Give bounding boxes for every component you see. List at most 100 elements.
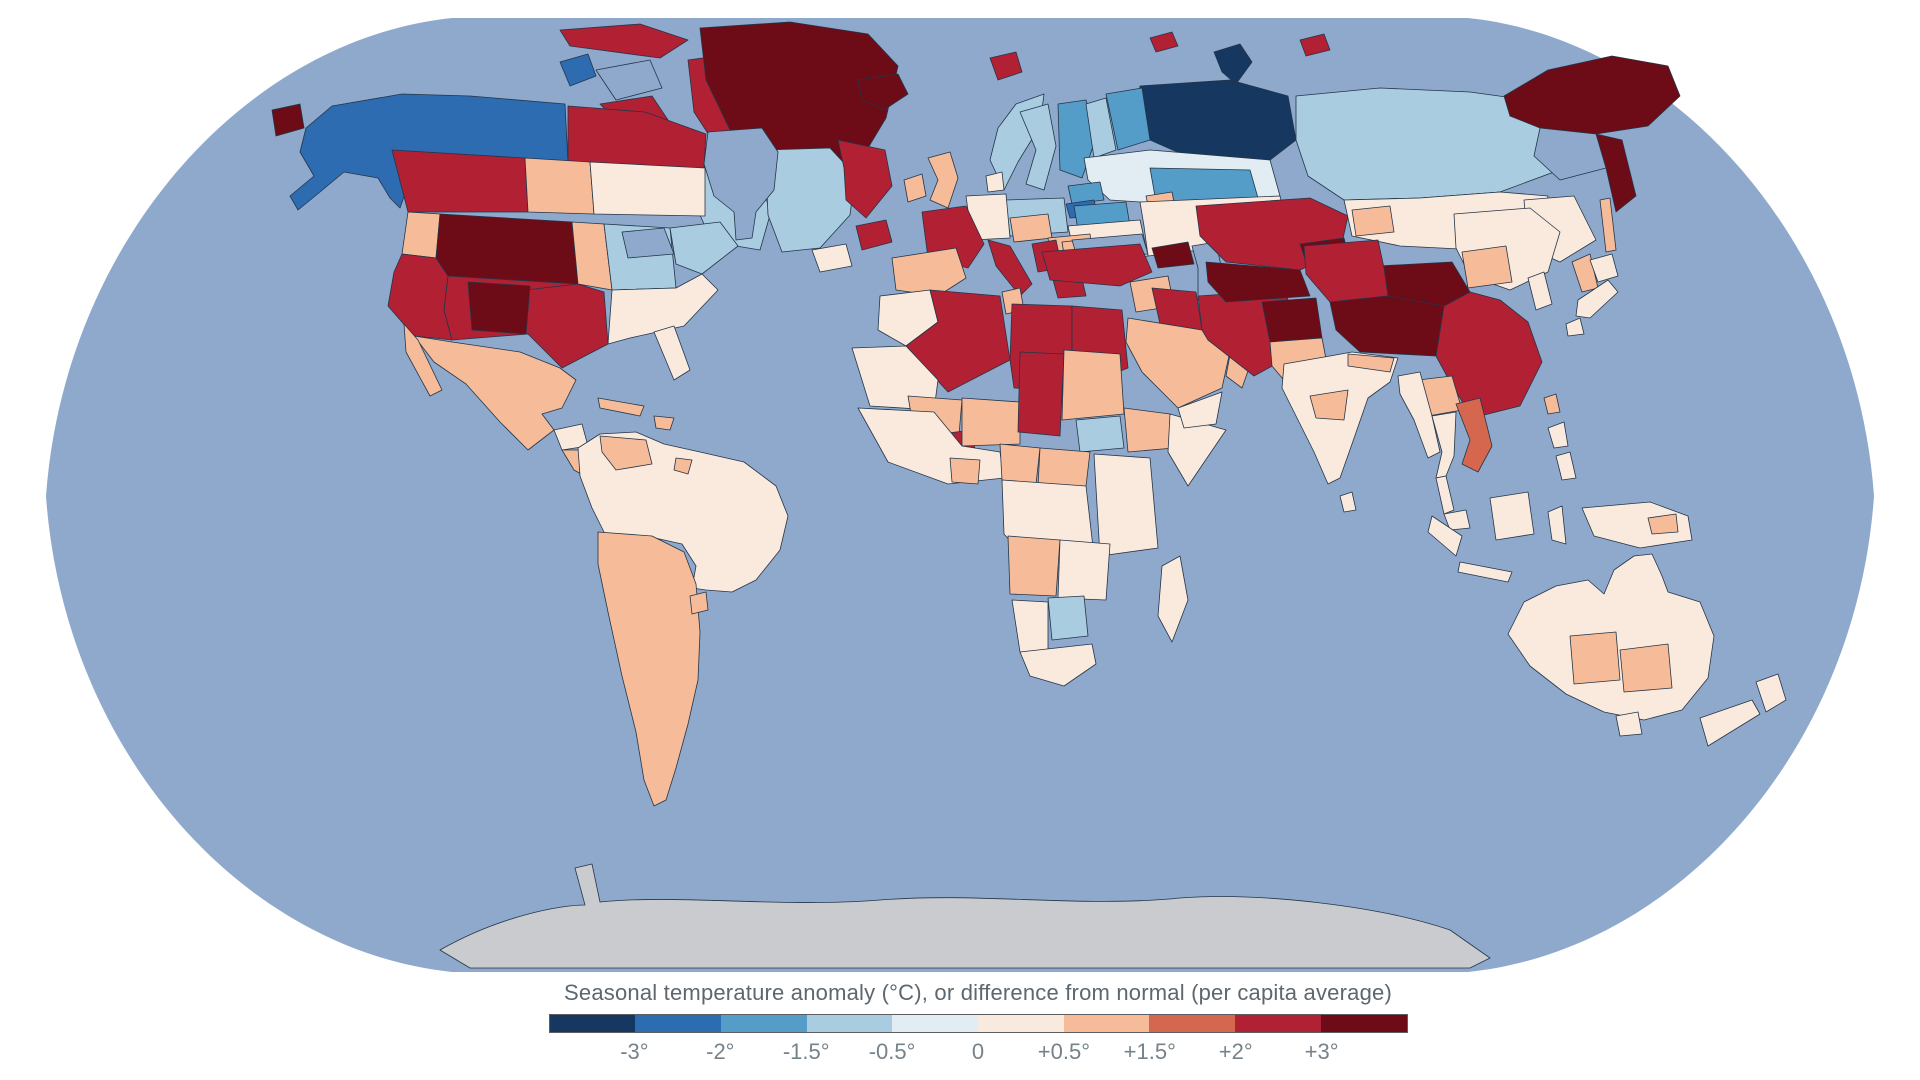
region-victoria-island [595, 59, 663, 101]
region-iberia [891, 247, 967, 297]
region-south-australia [1569, 631, 1621, 685]
region-shape [1599, 197, 1617, 253]
region-four-corners [467, 281, 531, 335]
region-karelia [1085, 97, 1117, 159]
region-angola [1007, 535, 1061, 597]
region-chukotka [1503, 55, 1681, 135]
legend-ticks: -3° -2° -1.5° -0.5° 0 +0.5° +1.5° +2° +3° [549, 1033, 1408, 1064]
region-cameroon-car [1037, 447, 1091, 487]
region-shape [413, 335, 577, 451]
region-tasmania [1615, 711, 1643, 737]
region-afghanistan [1261, 297, 1323, 343]
region-inner-mongolia [1461, 245, 1513, 289]
region-shape [1427, 515, 1463, 557]
region-nepal [1347, 353, 1395, 373]
region-ru-arctic-islands [1149, 31, 1331, 57]
hudson-bay [703, 127, 779, 241]
region-chad [1017, 351, 1065, 437]
region-banks-island [559, 53, 597, 87]
region-shape [1565, 317, 1585, 337]
region-south-africa [1019, 643, 1097, 687]
region-shape [1555, 451, 1577, 481]
region-shape [1489, 491, 1535, 541]
region-bc [391, 149, 529, 213]
legend-tick-label: 0 [971, 1039, 985, 1064]
region-shape [1435, 475, 1455, 515]
region-ireland [903, 173, 927, 203]
legend-swatch [1235, 1015, 1321, 1032]
legend-swatch [1320, 1015, 1407, 1032]
region-pacific-nw [401, 211, 441, 259]
region-algeria [905, 289, 1011, 393]
region-iceland [857, 73, 909, 111]
region-japan [1565, 253, 1619, 337]
region-seward [271, 103, 305, 137]
region-new-zealand [1699, 673, 1787, 747]
region-venezuela [599, 435, 653, 471]
legend-swatch [806, 1015, 893, 1032]
region-altai [1351, 205, 1395, 237]
region-great-britain [927, 151, 959, 209]
region-niger [961, 397, 1021, 447]
region-south-sudan [1075, 415, 1125, 453]
region-svalbard [989, 51, 1023, 81]
region-maritimes [811, 243, 853, 273]
region-madagascar [1157, 555, 1189, 643]
region-sudan [1061, 349, 1125, 421]
legend-tick-label: -1.5° [782, 1039, 830, 1064]
legend: Seasonal temperature anomaly (°C), or di… [428, 980, 1528, 1064]
region-shape [1575, 279, 1619, 319]
region-quebec [764, 147, 856, 253]
region-prairies [589, 161, 706, 217]
region-uruguay [689, 591, 709, 615]
region-malaysia [1443, 509, 1471, 531]
legend-tick-label: +2° [1218, 1039, 1253, 1064]
region-nigeria [999, 443, 1041, 485]
legend-swatch [720, 1015, 807, 1032]
region-zambia-zimbabwe [1057, 539, 1111, 601]
region-east-africa [1093, 453, 1159, 557]
region-shape [1547, 505, 1567, 545]
region-taiwan [1543, 393, 1561, 415]
region-turkey [1041, 243, 1153, 287]
legend-swatch [1149, 1015, 1236, 1032]
region-thailand [1431, 411, 1457, 515]
region-hispaniola [653, 415, 675, 431]
region-florida [653, 325, 691, 381]
region-southeast [607, 273, 719, 345]
region-caucasus [1151, 241, 1195, 269]
legend-tick-label: -0.5° [868, 1039, 916, 1064]
legend-tick-label: +0.5° [1037, 1039, 1091, 1064]
region-yemen [1177, 391, 1223, 429]
region-mountain-west [435, 213, 579, 285]
region-arkhangelsk [1105, 87, 1151, 151]
legend-swatch [1063, 1015, 1150, 1032]
region-newfoundland [855, 219, 893, 251]
region-shape [1755, 673, 1787, 713]
region-northeast [669, 221, 739, 275]
legend-swatch [635, 1015, 721, 1032]
region-shape [559, 23, 689, 59]
legend-swatch [892, 1015, 979, 1032]
region-shape [1149, 31, 1179, 53]
region-magadan [1533, 127, 1607, 181]
region-siberia [1295, 87, 1563, 201]
region-new-south-wales [1619, 643, 1673, 693]
region-india-interior [1309, 389, 1349, 421]
region-sweden [1019, 103, 1057, 191]
region-shape [1299, 33, 1331, 57]
region-french-guiana [673, 457, 693, 475]
great-lakes [621, 227, 675, 259]
region-baltics-north [1067, 181, 1105, 205]
region-uzbekistan-turkmenistan [1205, 261, 1311, 303]
region-shape [1457, 561, 1513, 583]
legend-tick-label: -3° [620, 1039, 649, 1064]
region-indonesia [1427, 491, 1567, 583]
region-shape [1589, 253, 1619, 283]
legend-title: Seasonal temperature anomaly (°C), or di… [564, 980, 1392, 1005]
legend-bar [548, 1014, 1408, 1033]
region-italy [987, 239, 1033, 297]
region-korea [1527, 271, 1553, 311]
